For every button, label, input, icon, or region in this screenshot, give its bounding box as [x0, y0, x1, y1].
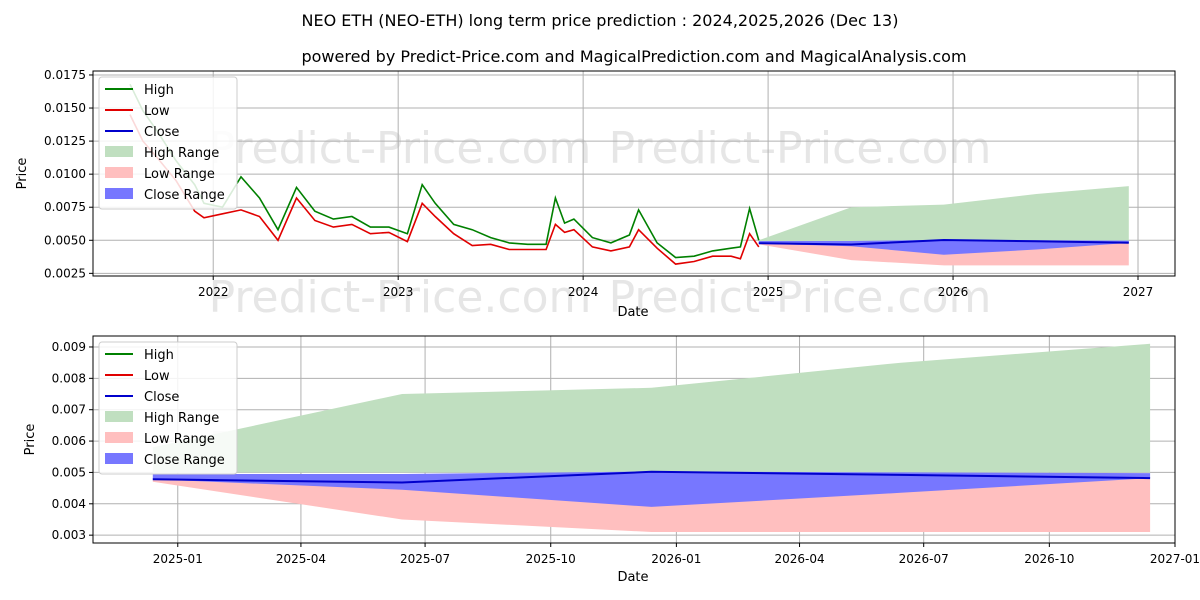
x-tick-label: 2026-07: [899, 552, 949, 566]
x-tick-label: 2027: [1123, 285, 1154, 299]
x-tick-label: 2025-01: [153, 552, 203, 566]
x-tick-label: 2026-01: [651, 552, 701, 566]
watermark: Predict-Price.com: [609, 272, 992, 323]
y-tick-label: 0.0025: [44, 266, 86, 280]
bottom-panel: Predict-Price.comPredict-Price.com2025-0…: [23, 335, 1200, 585]
legend-swatch-low-range: [105, 167, 133, 178]
legend-box: [98, 76, 238, 210]
watermark: Predict-Price.com: [609, 123, 992, 174]
legend-swatch-high-range: [105, 411, 133, 422]
legend-swatch-low-range: [105, 432, 133, 443]
legend-label-high: High: [144, 348, 174, 363]
watermark: Predict-Price.com: [209, 123, 592, 174]
area-close-range: [152, 471, 1151, 507]
legend-label-close: Close: [144, 125, 179, 140]
legend-box: [98, 341, 238, 475]
y-tick-label: 0.008: [52, 371, 86, 385]
x-tick-label: 2023: [383, 285, 414, 299]
y-tick-label: 0.0100: [44, 167, 86, 181]
series-line-close: [152, 470, 1151, 484]
legend: High Low Close High Range Low Range Close Ran…: [98, 76, 238, 210]
chart-subtitle: powered by Predict-Price.com and Magical…: [301, 47, 966, 66]
x-tick-label: 2022: [198, 285, 229, 299]
y-axis-label: Price: [23, 424, 38, 456]
plot-frame: [92, 70, 1176, 277]
y-tick-label: 0.003: [52, 528, 86, 542]
legend-label-close: Close: [144, 390, 179, 405]
chart-title: NEO ETH (NEO-ETH) long term price predic…: [302, 11, 899, 30]
legend-label-low: Low: [144, 104, 170, 119]
y-tick-label: 0.0175: [44, 68, 86, 82]
area-high-range: [758, 186, 1129, 243]
x-tick-label: 2026: [938, 285, 969, 299]
x-tick-label: 2025-04: [276, 552, 326, 566]
y-tick-label: 0.0075: [44, 200, 86, 214]
series-line-close: [758, 238, 1129, 246]
series-line-low: [129, 114, 760, 265]
legend-label-low-range: Low Range: [144, 432, 215, 447]
x-tick-label: 2027-01: [1150, 552, 1200, 566]
legend-label-close-range: Close Range: [144, 188, 225, 203]
y-tick-label: 0.0050: [44, 233, 86, 247]
y-tick-label: 0.007: [52, 403, 86, 417]
legend-swatch-close-range: [105, 453, 133, 464]
x-tick-label: 2025-07: [400, 552, 450, 566]
legend-label-close-range: Close Range: [144, 453, 225, 468]
x-axis-label: Date: [617, 305, 648, 320]
legend-label-high-range: High Range: [144, 411, 219, 426]
legend-swatch-high-range: [105, 146, 133, 157]
x-tick-label: 2025: [753, 285, 784, 299]
x-tick-label: 2026-10: [1024, 552, 1074, 566]
legend-label-low-range: Low Range: [144, 167, 215, 182]
plot-frame: [92, 335, 1176, 544]
y-tick-label: 0.004: [52, 497, 86, 511]
y-axis-label: Price: [15, 158, 30, 190]
top-panel: Predict-Price.com Predict-Price.com Predic…: [15, 68, 1176, 323]
y-tick-label: 0.0125: [44, 134, 86, 148]
y-tick-label: 0.005: [52, 465, 86, 479]
x-tick-label: 2026-04: [774, 552, 824, 566]
x-axis-label: Date: [617, 570, 648, 585]
y-tick-label: 0.006: [52, 434, 86, 448]
y-tick-label: 0.0150: [44, 101, 86, 115]
area-high-range: [152, 343, 1151, 473]
legend-label-high: High: [144, 83, 174, 98]
legend-swatch-close-range: [105, 188, 133, 199]
x-tick-label: 2025-10: [526, 552, 576, 566]
x-tick-label: 2024: [568, 285, 599, 299]
legend-label-high-range: High Range: [144, 146, 219, 161]
legend-label-low: Low: [144, 369, 170, 384]
watermark: Predict-Price.com: [209, 272, 592, 323]
y-tick-label: 0.009: [52, 340, 86, 354]
legend: High Low Close High Range Low Range Close Ran…: [98, 341, 238, 475]
